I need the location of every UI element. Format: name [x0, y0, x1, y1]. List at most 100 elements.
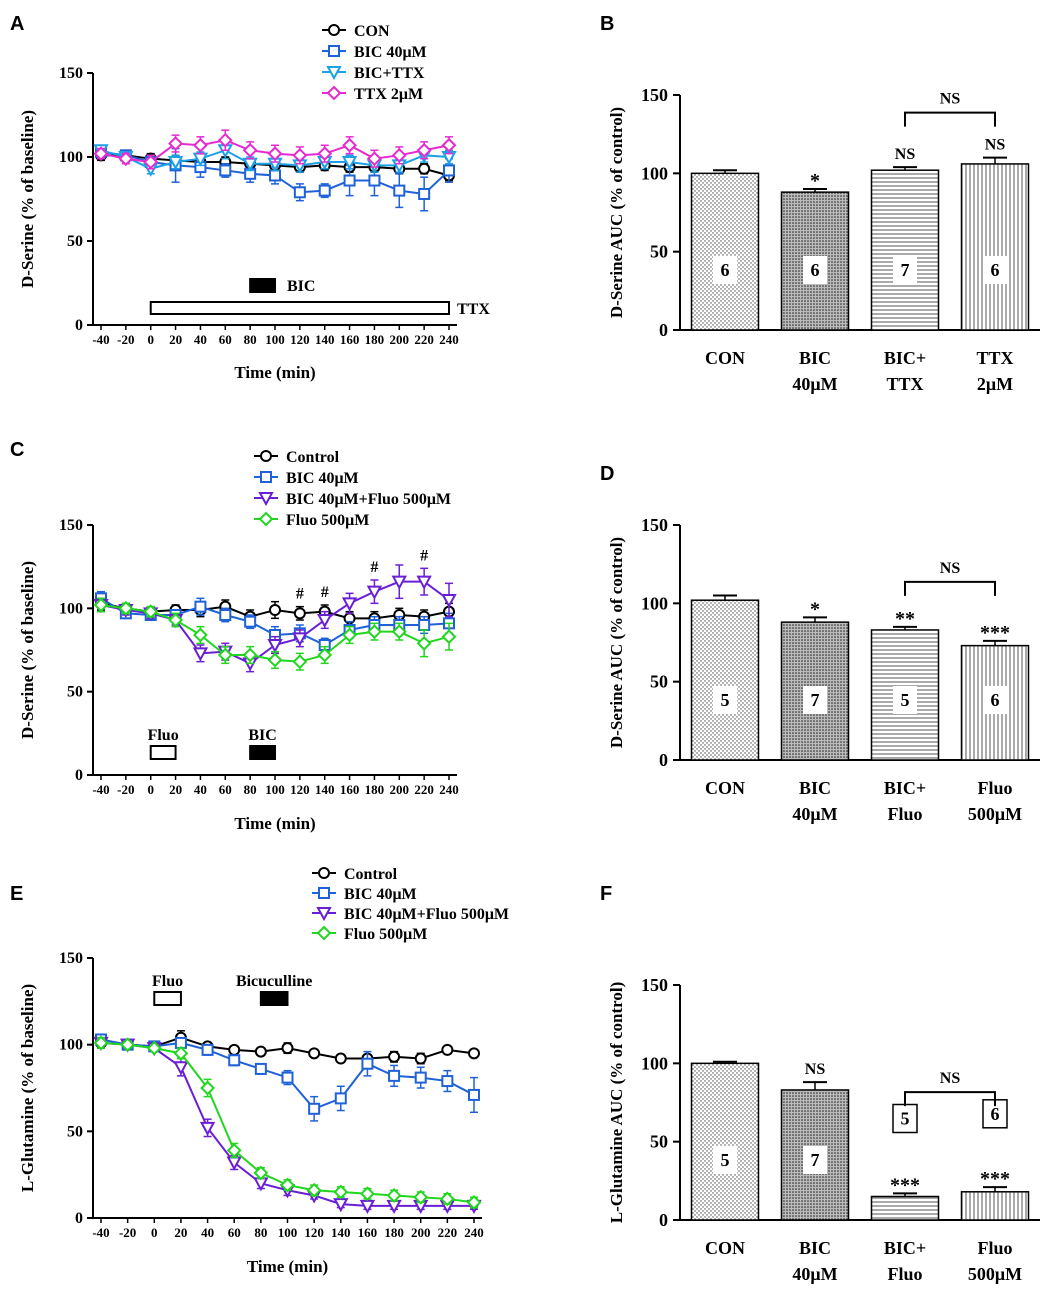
x-tick-label: TTX	[976, 348, 1013, 368]
treatment-label: BIC	[287, 278, 315, 295]
data-point	[333, 1184, 349, 1200]
legend-marker	[328, 45, 340, 57]
data-point	[173, 1045, 189, 1061]
x-tick-label: CON	[705, 778, 745, 798]
data-point	[118, 151, 134, 167]
n-label: 6	[721, 260, 730, 280]
bar	[870, 1195, 940, 1221]
data-point	[439, 1191, 455, 1207]
treatment-label: Fluo	[148, 727, 179, 744]
y-tick-label: 0	[75, 317, 83, 334]
data-point	[242, 142, 258, 158]
data-point	[414, 1071, 427, 1084]
legend-marker	[260, 471, 272, 483]
x-tick-label: 0	[151, 1225, 158, 1240]
data-point	[267, 652, 283, 668]
x-tick-label: 240	[464, 1225, 484, 1240]
data-point	[200, 1080, 215, 1096]
x-tick-label: 180	[365, 332, 385, 347]
panel-label-b: B	[600, 13, 614, 35]
hash-mark: #	[420, 547, 428, 564]
significance-bracket	[904, 1091, 996, 1107]
data-point	[317, 146, 333, 162]
data-point	[168, 612, 183, 628]
x-tick-label: 200	[390, 782, 410, 797]
legend-label: CON	[354, 23, 390, 40]
significance-label: NS	[985, 137, 1006, 154]
treatment-label: BIC	[248, 727, 276, 744]
data-point	[118, 600, 134, 616]
x-tick-label: 220	[414, 332, 434, 347]
x-tick-label: 120	[290, 782, 310, 797]
y-axis-title: D-Serine AUC (% of control)	[607, 537, 626, 748]
x-tick-label: 140	[331, 1225, 351, 1240]
y-tick-label: 150	[59, 950, 83, 967]
n-label: 7	[811, 690, 820, 710]
significance-label: ***	[980, 1168, 1010, 1190]
panel-label-f: F	[600, 883, 612, 905]
data-point	[269, 604, 281, 616]
y-axis-title: D-Serine (% of baseline)	[18, 561, 37, 739]
y-axis-title: L-Glutamine AUC (% of control)	[607, 982, 626, 1223]
significance-label: **	[895, 608, 915, 630]
data-point	[386, 1188, 402, 1203]
data-point	[267, 639, 283, 654]
x-tick-label: 180	[365, 782, 385, 797]
y-tick-label: 50	[67, 1123, 83, 1140]
data-point	[388, 1069, 401, 1082]
x-tick-label: 180	[384, 1225, 404, 1240]
data-point	[391, 147, 407, 163]
x-tick-label: 0	[147, 332, 154, 347]
data-point	[193, 627, 208, 643]
x-tick-label: 240	[439, 332, 459, 347]
legend-label: BIC 40μM	[354, 44, 427, 61]
hash-mark: #	[370, 559, 378, 576]
data-point	[167, 156, 184, 171]
x-tick-label: 100	[265, 782, 285, 797]
x-tick-label: 60	[228, 1225, 241, 1240]
data-point	[267, 146, 283, 162]
x-tick-label: 120	[304, 1225, 324, 1240]
y-tick-label: 100	[59, 149, 83, 166]
y-tick-label: 100	[59, 600, 83, 617]
bracket-label: NS	[940, 91, 961, 108]
y-tick-label: 150	[641, 975, 668, 995]
x-tick-label: 40	[201, 1225, 214, 1240]
n-label: 6	[991, 1104, 1000, 1124]
data-point	[416, 575, 432, 590]
legend-marker	[326, 66, 342, 81]
data-point	[292, 654, 308, 670]
data-point	[317, 614, 333, 629]
data-point	[173, 1061, 189, 1076]
x-tick-label: BIC+	[884, 778, 926, 798]
legend-label: BIC 40μM	[344, 886, 417, 903]
x-tick-label: 500μM	[968, 1264, 1022, 1284]
hash-mark: #	[296, 586, 304, 603]
data-point	[217, 132, 233, 148]
n-label: 5	[901, 690, 910, 710]
x-tick-label: 60	[219, 782, 232, 797]
y-tick-label: 100	[641, 163, 668, 183]
x-tick-label: -40	[92, 782, 109, 797]
data-point	[391, 624, 407, 640]
y-tick-label: 50	[650, 1132, 668, 1152]
x-tick-label: 80	[244, 332, 257, 347]
n-label-box	[803, 1146, 827, 1174]
data-point	[254, 1045, 267, 1058]
panel-label-c: C	[10, 439, 24, 461]
data-point	[413, 1189, 429, 1205]
significance-label: ***	[980, 622, 1010, 644]
n-label: 5	[721, 1150, 730, 1170]
data-point	[293, 186, 306, 199]
data-point	[168, 136, 183, 151]
x-tick-label: 160	[340, 782, 360, 797]
data-point	[93, 1035, 109, 1051]
legend-label: BIC+TTX	[354, 65, 425, 82]
data-point	[441, 594, 457, 609]
bar-chart-b: 0 50 100 150 D-Serine AUC (% of control) 6 CON…	[607, 85, 1040, 394]
y-tick-label: 50	[650, 672, 668, 692]
x-tick-label: 0	[147, 782, 154, 797]
x-tick-label: 40μM	[792, 374, 837, 394]
y-tick-label: 100	[641, 1053, 668, 1073]
